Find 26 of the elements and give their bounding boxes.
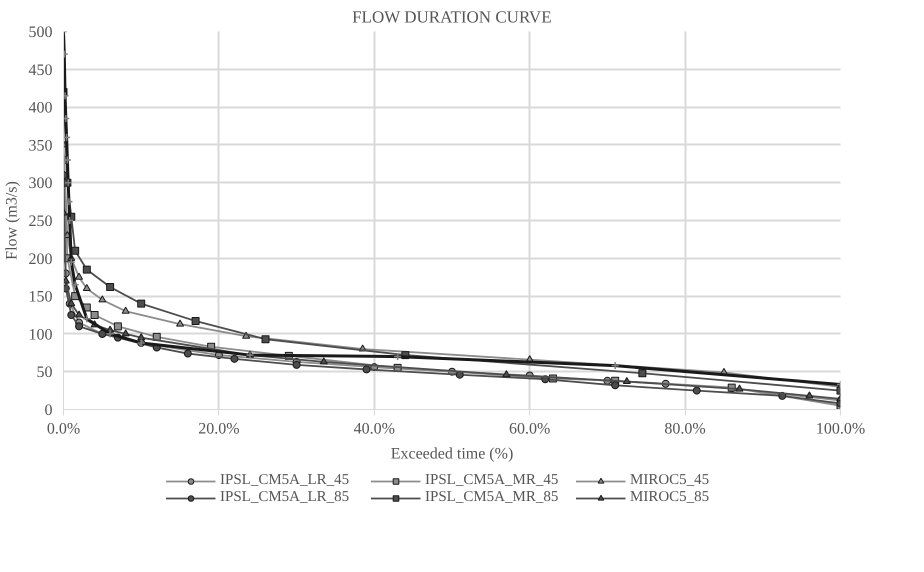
y-tick-label: 50 — [36, 364, 52, 382]
y-tick-label: 400 — [28, 100, 52, 117]
legend-label: MIROC5_85 — [630, 489, 710, 506]
y-tick-label: 150 — [28, 288, 52, 306]
y-tick-label: 500 — [28, 24, 52, 41]
y-tick-label: 200 — [28, 250, 52, 268]
x-tick-label: 40.0% — [354, 420, 395, 438]
y-tick-label: 100 — [28, 326, 52, 344]
x-tick-label: 0.0% — [46, 420, 80, 438]
y-tick-label: 0 — [44, 402, 52, 419]
y-tick-label: 300 — [28, 175, 52, 192]
x-axis-title: Exceeded time (%) — [390, 446, 514, 462]
legend-label: IPSL_CM5A_LR_85 — [220, 489, 350, 506]
legend-label: MIROC5_45 — [630, 472, 710, 489]
legend-label: IPSL_CM5A_LR_45 — [220, 472, 350, 489]
y-axis-title: Flow (m3/s) — [4, 181, 20, 260]
x-tick-label: 60.0% — [509, 420, 550, 438]
chart-title: FLOW DURATION CURVE — [352, 8, 552, 26]
y-tick-label: 350 — [28, 137, 52, 154]
x-tick-label: 20.0% — [198, 420, 240, 438]
legend-label: IPSL_CM5A_MR_45 — [425, 472, 560, 489]
x-tick-label: 100.0% — [816, 420, 866, 438]
y-tick-label: 250 — [28, 213, 52, 230]
legend-label: IPSL_CM5A_MR_85 — [425, 489, 560, 506]
y-tick-label: 450 — [28, 62, 52, 79]
x-tick-label: 80.0% — [664, 420, 706, 438]
